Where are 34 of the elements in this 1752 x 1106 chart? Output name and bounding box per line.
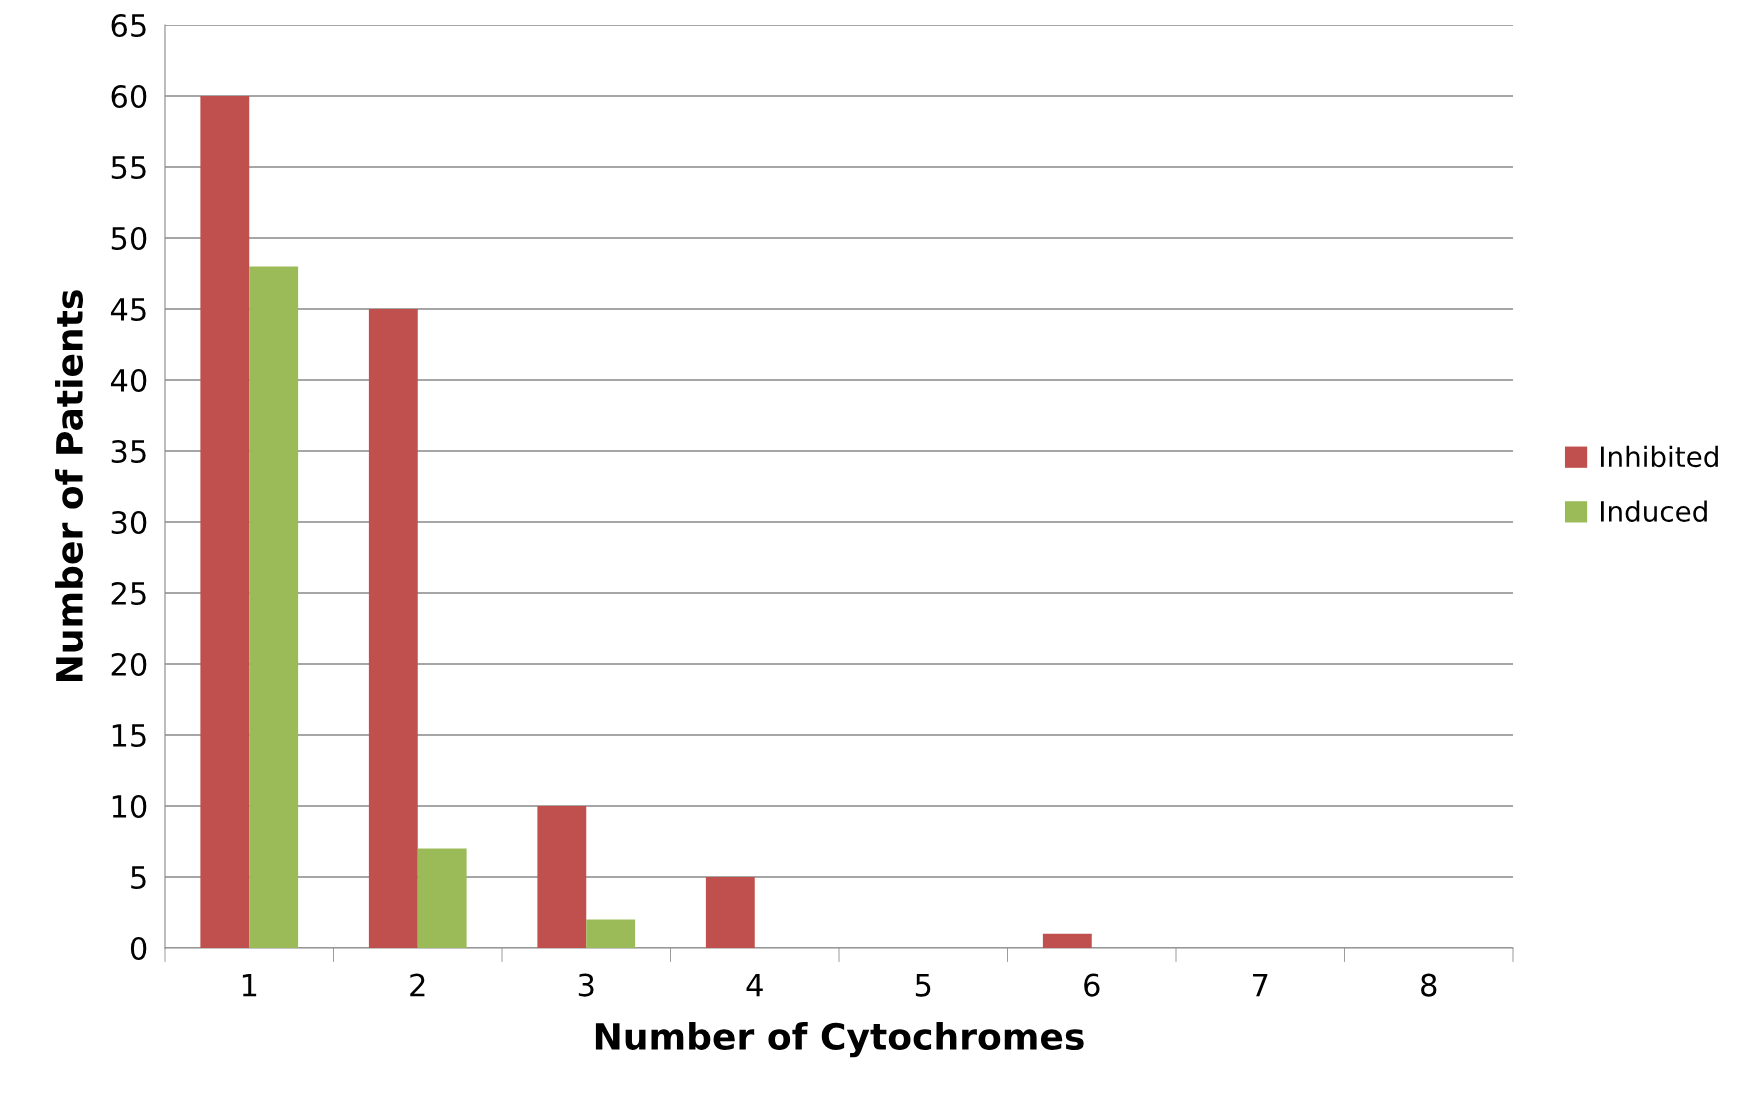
y-tick-label: 30 [111,510,147,535]
y-tick-label: 0 [130,936,147,961]
y-tick-label: 15 [112,724,146,748]
y-tick-label: 25 [111,581,146,606]
y-tick-label: 50 [111,226,147,251]
y-tick-label: 45 [110,298,146,322]
y-tick-label: 35 [111,439,146,464]
y-axis-title: Number of Patients [55,290,84,682]
y-tick-label: 5 [131,866,146,890]
y-tick-label: 20 [111,652,147,677]
x-tick-label: 1 [242,973,257,997]
bar [586,919,636,948]
x-axis-title: Number of Cytochromes [595,1022,1084,1058]
bar [249,266,299,948]
x-tick-label: 3 [578,973,594,997]
bar [417,848,467,948]
x-tick-label: 2 [410,973,425,997]
bar [1042,933,1092,948]
x-tick-label: 6 [1084,973,1100,997]
bar [705,877,755,948]
bar [537,806,587,948]
x-tick-label: 8 [1421,973,1437,997]
bar [368,309,418,948]
y-tick-label: 65 [111,13,146,38]
legend-label: Inhibited [1601,445,1718,468]
legend-label: Induced [1601,500,1707,522]
y-tick-label: 10 [112,794,147,819]
bar [200,96,250,948]
y-tick-label: 55 [111,156,146,180]
x-tick-label: 7 [1253,973,1268,997]
y-tick-label: 40 [110,368,147,393]
x-tick-label: 4 [746,973,763,997]
y-tick-label: 60 [111,84,147,109]
x-tick-label: 5 [915,973,931,997]
